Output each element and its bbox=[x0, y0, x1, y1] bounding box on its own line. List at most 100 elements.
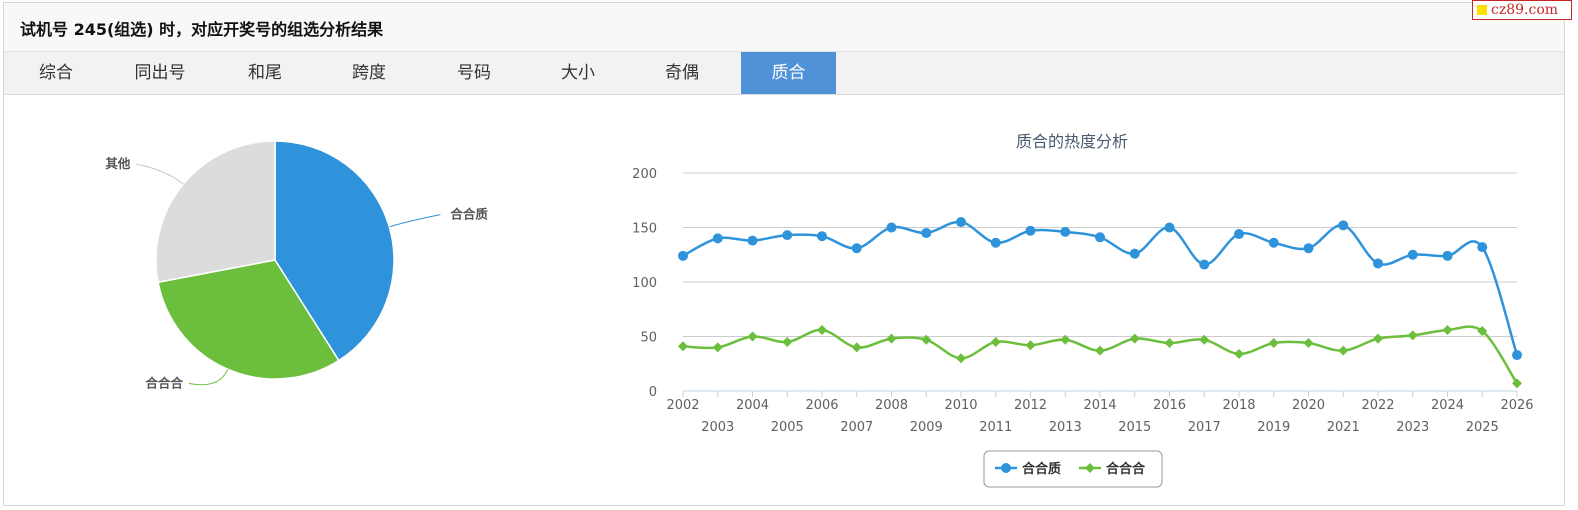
tab-7[interactable]: 质合 bbox=[741, 52, 836, 94]
tab-4[interactable]: 号码 bbox=[457, 63, 491, 83]
data-point bbox=[712, 342, 723, 353]
line-chart: 质合的热度分析050100150200200220032004200520062… bbox=[632, 132, 1534, 488]
pie-label: 其他 bbox=[105, 156, 131, 171]
pie-label: 合合质 bbox=[450, 207, 488, 222]
data-point bbox=[1477, 242, 1488, 253]
data-point bbox=[817, 231, 827, 242]
data-point bbox=[1199, 334, 1210, 345]
analysis-panel: 试机号 245(组选) 时，对应开奖号的组选分析结果 综合 同出号 和尾 跨度 号码 大小… bbox=[3, 2, 1565, 506]
data-point bbox=[1407, 249, 1418, 260]
x-tick-label: 2002 bbox=[666, 398, 699, 413]
data-point bbox=[1129, 248, 1140, 259]
data-point bbox=[1234, 229, 1244, 240]
data-point bbox=[678, 341, 688, 352]
pie-label: 合合合 bbox=[145, 375, 183, 390]
data-point bbox=[1338, 220, 1349, 231]
x-tick-label: 2013 bbox=[1049, 420, 1082, 435]
data-point bbox=[1512, 350, 1522, 361]
title-bar: 试机号 245(组选) 时，对应开奖号的组选分析结果 bbox=[4, 3, 1564, 52]
data-point bbox=[1129, 333, 1140, 344]
chart-title: 质合的热度分析 bbox=[1016, 132, 1128, 151]
tab-0[interactable]: 综合 bbox=[39, 63, 73, 83]
x-tick-label: 2016 bbox=[1153, 398, 1186, 413]
data-point bbox=[1234, 348, 1244, 359]
legend-marker bbox=[1085, 463, 1095, 473]
data-point bbox=[1303, 243, 1314, 254]
legend-box bbox=[983, 450, 1163, 488]
data-point bbox=[956, 217, 966, 228]
legend: 合合质 合合合 bbox=[983, 450, 1163, 488]
data-point bbox=[886, 333, 897, 344]
x-tick-label: 2005 bbox=[771, 420, 804, 435]
data-point bbox=[1025, 225, 1036, 236]
y-tick-label: 100 bbox=[632, 276, 657, 291]
data-point bbox=[1512, 378, 1522, 389]
data-point bbox=[990, 336, 1001, 347]
x-tick-label: 2015 bbox=[1118, 420, 1151, 435]
legend-label[interactable]: 合合质 bbox=[1022, 461, 1061, 477]
x-tick-label: 2014 bbox=[1083, 398, 1116, 413]
data-point bbox=[886, 222, 897, 233]
x-tick-label: 2026 bbox=[1500, 398, 1533, 413]
y-tick-label: 200 bbox=[632, 167, 657, 182]
data-point bbox=[1164, 338, 1175, 349]
data-point bbox=[747, 331, 758, 342]
data-point bbox=[1164, 222, 1175, 233]
data-point bbox=[1095, 232, 1105, 243]
brand-logo[interactable]: cz89.com bbox=[1472, 0, 1572, 20]
data-point bbox=[817, 324, 827, 335]
legend-marker bbox=[1001, 463, 1011, 473]
data-point bbox=[1373, 258, 1383, 269]
data-point bbox=[1407, 330, 1418, 341]
x-tick-label: 2017 bbox=[1188, 420, 1221, 435]
x-tick-label: 2006 bbox=[805, 398, 838, 413]
pie-slice bbox=[155, 140, 276, 284]
x-tick-label: 2012 bbox=[1014, 398, 1047, 413]
data-point bbox=[782, 336, 793, 347]
data-point bbox=[1477, 326, 1488, 337]
y-tick-label: 50 bbox=[640, 331, 657, 346]
x-tick-label: 2025 bbox=[1466, 420, 1499, 435]
data-point bbox=[1442, 250, 1453, 261]
data-point bbox=[921, 334, 932, 345]
data-point bbox=[851, 342, 862, 353]
x-tick-label: 2020 bbox=[1292, 398, 1325, 413]
data-point bbox=[1338, 345, 1349, 356]
x-tick-label: 2011 bbox=[979, 420, 1012, 435]
data-point bbox=[1373, 333, 1383, 344]
data-point bbox=[1060, 226, 1071, 237]
x-tick-label: 2022 bbox=[1361, 398, 1394, 413]
data-point bbox=[1442, 324, 1453, 335]
data-point bbox=[1268, 338, 1279, 349]
y-tick-label: 150 bbox=[632, 222, 657, 237]
x-tick-label: 2004 bbox=[736, 398, 769, 413]
x-tick-label: 2019 bbox=[1257, 420, 1290, 435]
data-point bbox=[1199, 259, 1210, 270]
data-point bbox=[1060, 334, 1071, 345]
brand-text: cz89.com bbox=[1491, 2, 1559, 18]
tab-2[interactable]: 和尾 bbox=[248, 63, 282, 83]
x-tick-label: 2018 bbox=[1222, 398, 1255, 413]
data-point bbox=[782, 230, 793, 241]
x-tick-label: 2024 bbox=[1431, 398, 1464, 413]
x-tick-label: 2010 bbox=[944, 398, 977, 413]
tab-3[interactable]: 跨度 bbox=[352, 63, 386, 83]
x-tick-label: 2003 bbox=[701, 420, 734, 435]
x-tick-label: 2009 bbox=[910, 420, 943, 435]
data-point bbox=[921, 227, 932, 238]
tab-bar: 综合 同出号 和尾 跨度 号码 大小 奇偶 质合 bbox=[4, 52, 1564, 95]
page-title: 试机号 245(组选) 时，对应开奖号的组选分析结果 bbox=[20, 20, 384, 39]
legend-label[interactable]: 合合合 bbox=[1106, 461, 1146, 477]
tab-1[interactable]: 同出号 bbox=[134, 63, 186, 83]
x-tick-label: 2008 bbox=[875, 398, 908, 413]
x-tick-label: 2023 bbox=[1396, 420, 1429, 435]
data-point bbox=[1025, 340, 1036, 351]
tab-6[interactable]: 奇偶 bbox=[665, 63, 699, 83]
brand-square-icon bbox=[1477, 5, 1487, 15]
data-point bbox=[990, 237, 1001, 248]
pie-connector bbox=[188, 369, 229, 386]
data-point bbox=[956, 353, 966, 364]
tab-5[interactable]: 大小 bbox=[561, 63, 595, 83]
pie-connector bbox=[389, 214, 441, 228]
data-point bbox=[1303, 338, 1314, 349]
